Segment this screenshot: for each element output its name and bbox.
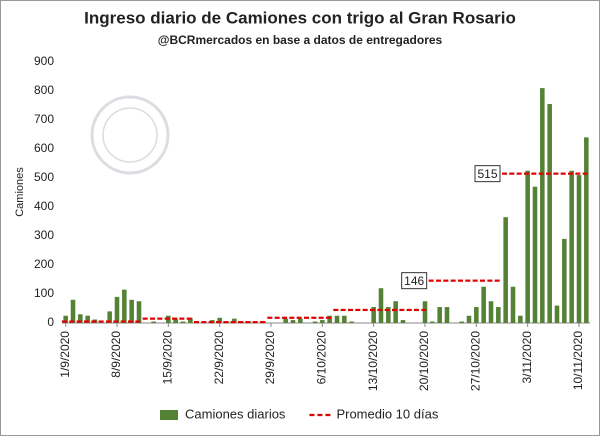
bar: [107, 311, 112, 323]
x-tick-label: 20/10/2020: [417, 331, 431, 391]
bar: [393, 301, 398, 323]
bar: [312, 321, 318, 323]
data-label: 146: [404, 274, 424, 288]
bar: [562, 238, 567, 323]
bar: [78, 314, 83, 323]
bar: [129, 299, 134, 323]
bar: [444, 307, 450, 323]
bar: [503, 217, 508, 323]
bar: [122, 289, 127, 323]
bar: [173, 318, 178, 323]
x-tick-label: 1/9/2020: [58, 331, 72, 378]
bar: [180, 321, 186, 323]
bar: [584, 137, 589, 323]
bar: [422, 301, 428, 323]
y-axis-label: Camiones: [14, 167, 26, 217]
bar: [466, 315, 472, 323]
bar: [400, 320, 406, 323]
bar: [298, 318, 303, 323]
bar: [488, 301, 494, 323]
bar: [63, 315, 68, 323]
bar: [532, 186, 538, 323]
bar: [136, 301, 142, 323]
y-tick-label: 0: [47, 315, 54, 329]
bar: [70, 299, 76, 323]
y-tick-label: 600: [34, 141, 54, 155]
y-tick-label: 900: [34, 54, 54, 68]
bar: [386, 307, 391, 323]
bar: [576, 175, 582, 323]
bar: [525, 170, 530, 323]
y-tick-label: 300: [34, 228, 54, 242]
bar: [518, 315, 523, 323]
y-tick-label: 500: [34, 170, 54, 184]
bar: [554, 305, 560, 323]
bar: [217, 317, 222, 323]
bar: [459, 321, 464, 323]
bar: [474, 307, 479, 323]
bar: [378, 288, 384, 323]
bar: [437, 307, 442, 323]
x-tick-label: 3/11/2020: [520, 331, 534, 384]
bar: [151, 321, 156, 323]
bar: [283, 318, 288, 323]
bar: [342, 315, 347, 323]
data-label-box: [401, 272, 428, 290]
legend-swatch: [160, 410, 178, 420]
watermark: [90, 95, 170, 175]
bar: [496, 307, 501, 323]
x-tick-label: 10/11/2020: [571, 331, 585, 390]
y-tick-label: 200: [34, 257, 54, 271]
x-tick-label: 22/9/2020: [212, 331, 226, 385]
bar: [85, 315, 90, 323]
data-label: 515: [477, 167, 497, 181]
y-tick-label: 400: [34, 199, 54, 213]
bar: [371, 307, 376, 323]
bar: [327, 315, 332, 323]
bar: [547, 104, 552, 323]
bar: [320, 320, 325, 323]
y-tick-label: 800: [34, 83, 54, 97]
chart-subtitle: @BCRmercados en base a datos de entregad…: [158, 33, 443, 47]
bar: [290, 320, 296, 323]
bar: [114, 296, 120, 323]
x-tick-label: 29/9/2020: [263, 331, 277, 385]
x-tick-label: 27/10/2020: [469, 331, 483, 391]
bar: [232, 318, 237, 323]
y-tick-label: 100: [34, 286, 54, 300]
bar: [540, 88, 545, 323]
bar: [569, 170, 574, 323]
x-tick-label: 8/9/2020: [109, 331, 123, 378]
y-tick-label: 700: [34, 112, 54, 126]
bar: [481, 286, 486, 323]
bar: [349, 321, 354, 323]
x-tick-label: 15/9/2020: [161, 331, 175, 385]
bar: [510, 286, 516, 323]
bar: [430, 321, 435, 323]
x-tick-label: 13/10/2020: [366, 331, 380, 391]
bar: [188, 317, 193, 323]
chart-title: Ingreso diario de Camiones con trigo al …: [84, 8, 516, 27]
x-tick-label: 6/10/2020: [315, 331, 329, 385]
bar: [334, 315, 340, 323]
legend-label: Promedio 10 días: [336, 406, 438, 421]
data-label-box: [474, 165, 501, 183]
legend-label: Camiones diarios: [185, 406, 286, 421]
